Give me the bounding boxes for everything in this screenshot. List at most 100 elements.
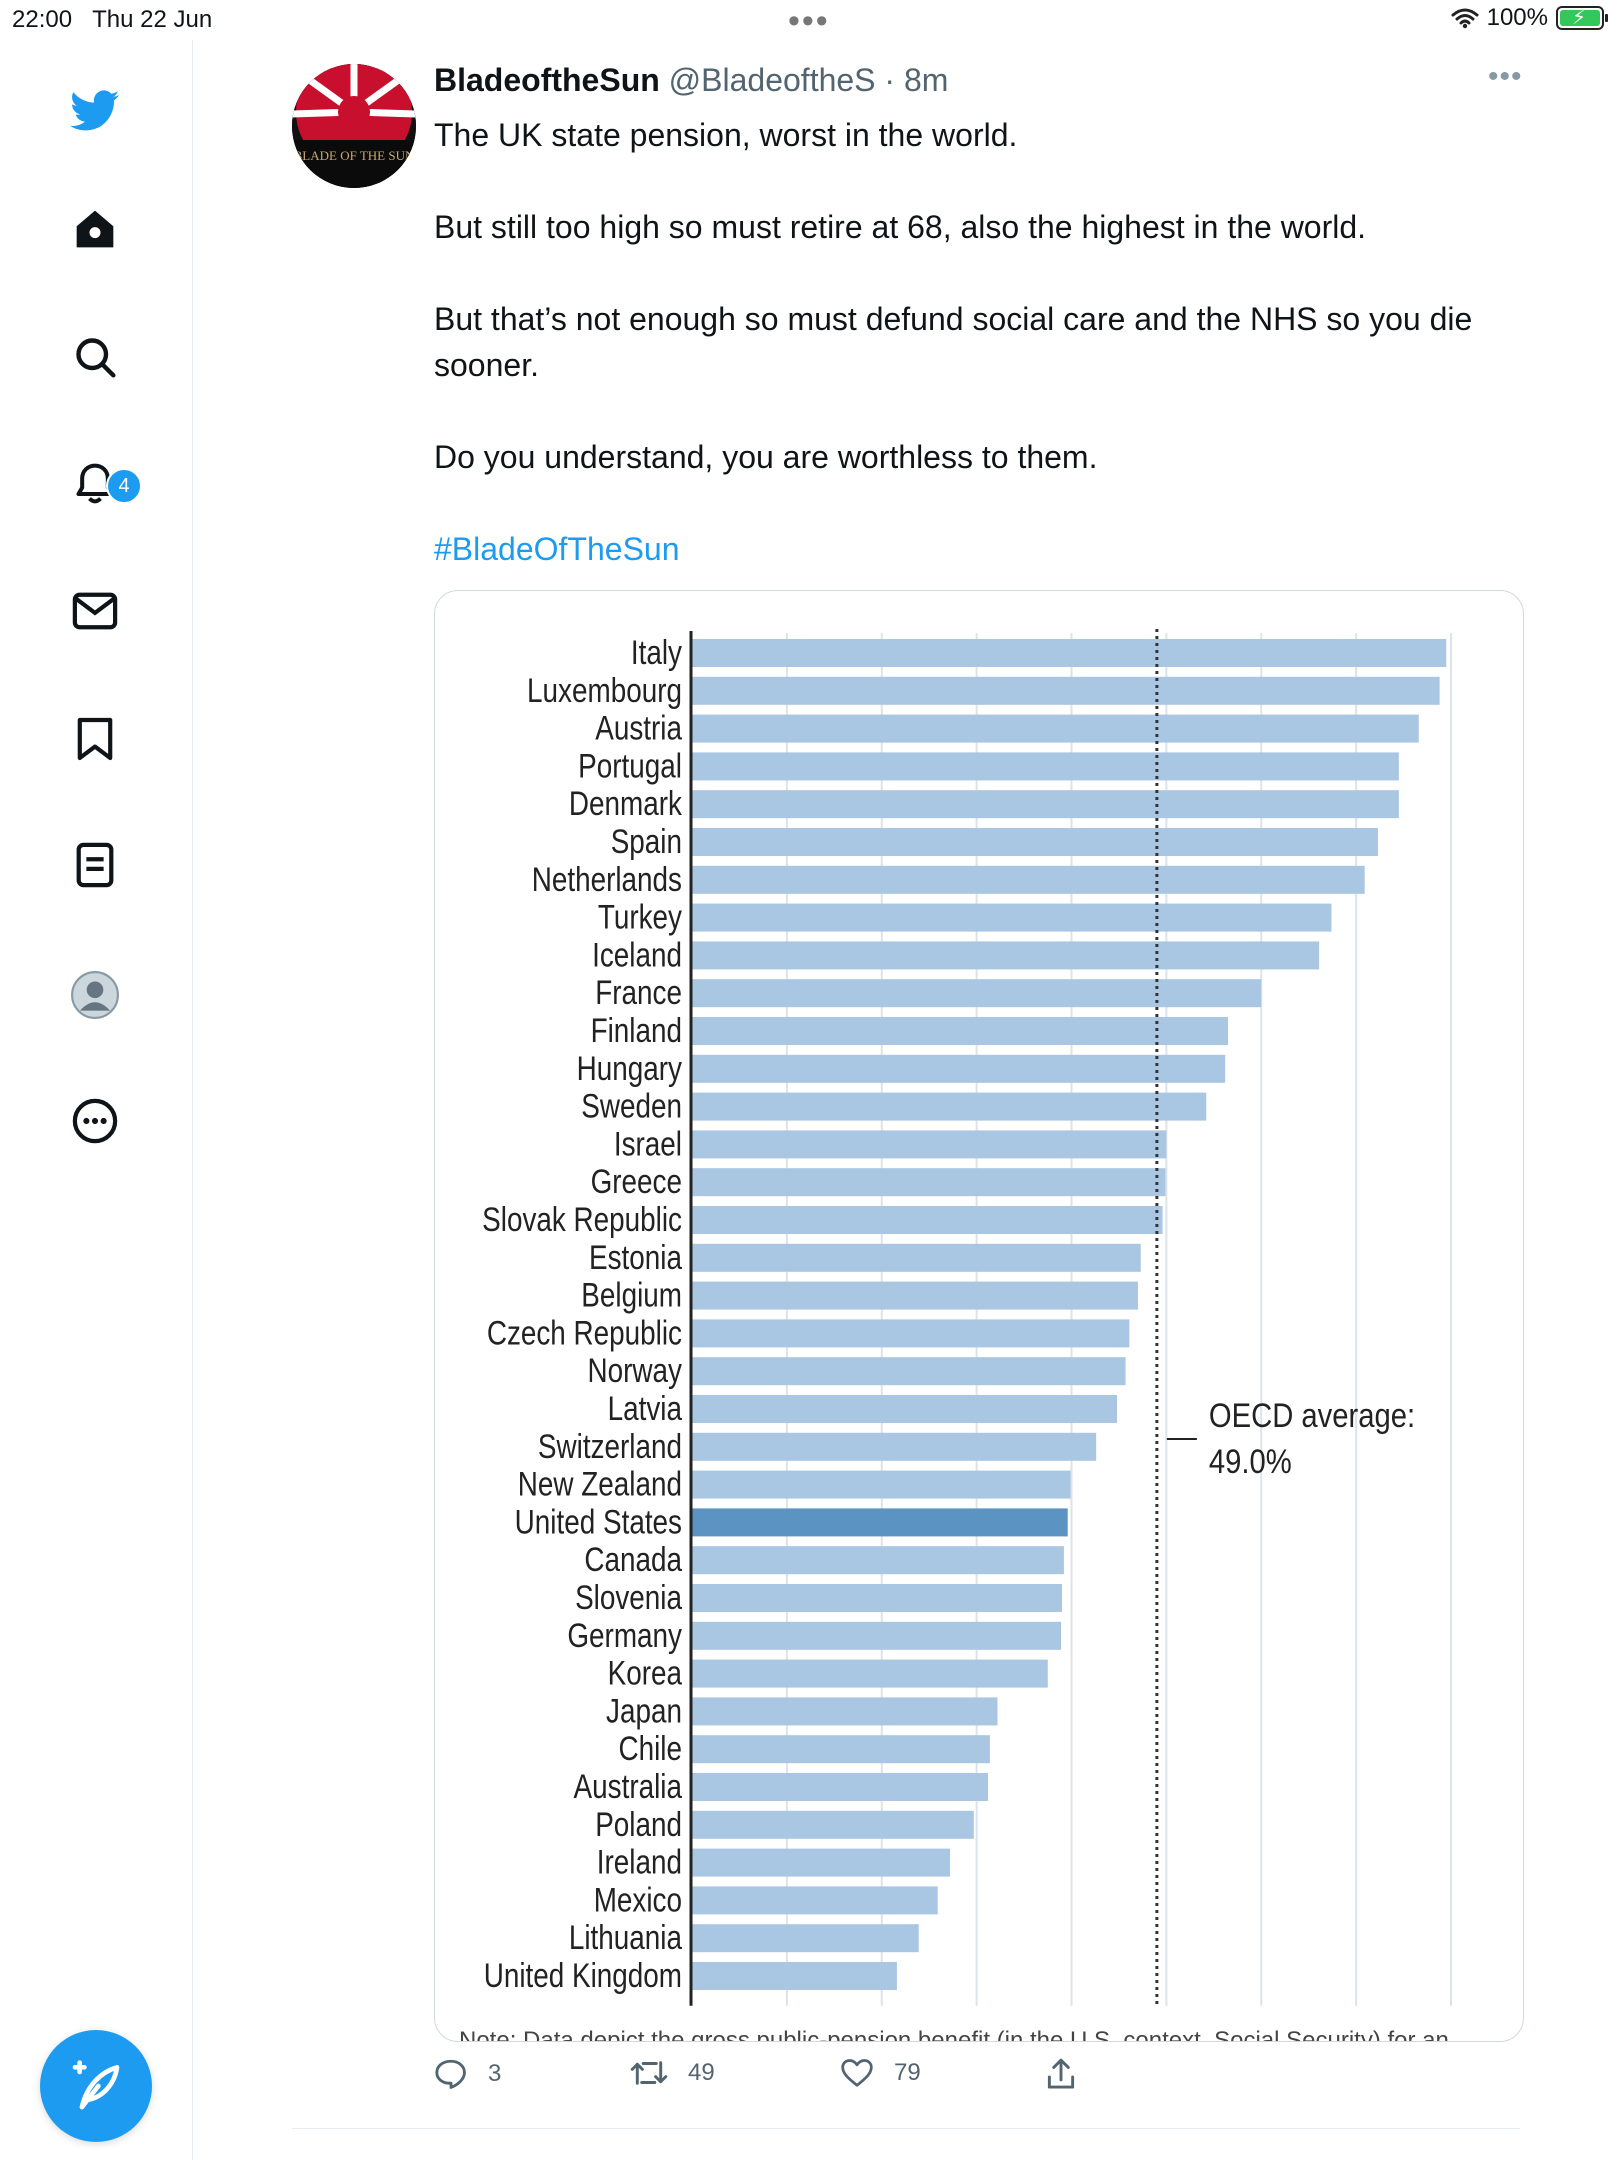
chart-bar (692, 1357, 1126, 1386)
avatar[interactable]: BLADE OF THE SUN (292, 64, 416, 188)
chart-bar (692, 1848, 951, 1877)
chart-bar (692, 1319, 1130, 1348)
share-icon (1047, 2058, 1075, 2089)
chart-bar (692, 1017, 1229, 1045)
chart-bar (692, 639, 1447, 667)
share-button[interactable] (1046, 2058, 1076, 2090)
notifications-icon[interactable] (70, 458, 120, 508)
category-label: Luxembourg (527, 671, 682, 709)
profile-icon[interactable] (70, 970, 120, 1020)
chart-bar (692, 1130, 1167, 1159)
category-label: Slovenia (575, 1578, 683, 1616)
author-name[interactable]: BladeoftheSun (434, 62, 660, 98)
tweet-line: Do you understand, you are worthless to … (434, 439, 1098, 475)
author-handle-time[interactable]: @BladeoftheS · 8m (668, 62, 949, 98)
chart-bar (692, 1168, 1166, 1197)
retweet-button[interactable]: 49 (630, 2058, 715, 2088)
category-label: France (595, 974, 682, 1012)
tweet-more-icon[interactable]: ••• (1488, 60, 1523, 93)
tweet-header: BladeoftheSun @BladeoftheS · 8m (434, 62, 948, 99)
retweet-icon (630, 2061, 668, 2085)
category-label: Israel (614, 1125, 682, 1163)
category-label: Korea (608, 1654, 683, 1692)
chart-bar (692, 1810, 974, 1839)
status-time: 22:00 Thu 22 Jun (12, 6, 213, 33)
category-label: Denmark (569, 785, 682, 823)
twitter-logo-icon[interactable] (70, 86, 120, 136)
category-label: Greece (591, 1163, 682, 1201)
retweet-count: 49 (688, 2059, 715, 2086)
category-label: Netherlands (532, 860, 682, 898)
category-label: Japan (606, 1692, 682, 1730)
category-label: Estonia (589, 1238, 683, 1276)
category-label: Czech Republic (487, 1314, 682, 1352)
tweet-line: But that’s not enough so must defund soc… (434, 301, 1473, 383)
category-label: Turkey (598, 898, 683, 936)
status-bar: 22:00 Thu 22 Jun ••• 100% ⚡ (0, 0, 1620, 40)
chart-bar (692, 903, 1332, 932)
category-label: Canada (584, 1541, 682, 1579)
chart-bar (692, 1773, 989, 1801)
chart-bar (692, 1206, 1163, 1234)
average-value-label: 49.0% (1209, 1442, 1292, 1481)
more-icon[interactable] (70, 1096, 120, 1146)
category-label: Chile (618, 1730, 682, 1768)
heart-icon (841, 2059, 873, 2087)
chart-bar (692, 1508, 1068, 1537)
chart-bar (692, 1054, 1226, 1083)
category-label: Portugal (578, 747, 682, 785)
chart-bar (692, 1281, 1138, 1310)
tweet-line: But still too high so must retire at 68,… (434, 209, 1367, 245)
reply-button[interactable]: 3 (434, 2058, 501, 2090)
chart-bar (692, 1924, 919, 1953)
chart-note: Note: Data depict the gross public-pensi… (459, 2027, 1449, 2042)
category-label: United Kingdom (484, 1956, 682, 1994)
lists-icon[interactable] (70, 840, 120, 890)
chart-bar (692, 1092, 1207, 1121)
battery-percent: 100% (1486, 4, 1548, 31)
like-count: 79 (894, 2059, 921, 2086)
home-icon[interactable] (70, 204, 120, 254)
chart-bar (692, 1432, 1097, 1461)
chart-bar (692, 714, 1419, 743)
chart-bar (692, 865, 1365, 894)
category-label: Mexico (594, 1881, 682, 1919)
battery-charging-icon: ⚡ (1556, 6, 1608, 30)
compose-feather-icon (72, 2060, 120, 2110)
category-label: Sweden (581, 1087, 682, 1125)
reply-icon (435, 2059, 466, 2089)
bookmarks-icon[interactable] (70, 714, 120, 764)
category-label: Germany (567, 1616, 682, 1654)
category-label: Poland (595, 1805, 682, 1843)
tweet-line: The UK state pension, worst in the world… (434, 117, 1018, 153)
category-label: Lithuania (569, 1919, 683, 1957)
category-label: Finland (591, 1011, 682, 1049)
category-label: Norway (588, 1352, 683, 1390)
chart-bar (692, 1584, 1063, 1612)
messages-icon[interactable] (70, 586, 120, 636)
compose-button[interactable] (40, 2030, 152, 2142)
category-label: Hungary (577, 1049, 683, 1087)
category-label: Switzerland (538, 1427, 682, 1465)
reply-count: 3 (488, 2060, 502, 2087)
bar-chart: ItalyLuxembourgAustriaPortugalDenmarkSpa… (482, 629, 1452, 2006)
chart-image-card[interactable]: Italy Luxembourg Austria Portugal Denmark Spa… (434, 590, 1524, 2042)
chart-bar (692, 1735, 990, 1764)
chart-bar (692, 790, 1399, 819)
category-label: Belgium (581, 1276, 682, 1314)
category-label: Iceland (592, 936, 682, 974)
search-icon[interactable] (70, 332, 120, 382)
category-label: Ireland (597, 1843, 682, 1881)
sidebar: 4 (0, 40, 193, 2160)
chart-bar (692, 1395, 1118, 1423)
like-button[interactable]: 79 (840, 2058, 921, 2088)
hashtag-link[interactable]: #BladeOfTheSun (434, 531, 680, 567)
chart-bar (692, 1621, 1062, 1650)
chart-bar (692, 941, 1320, 970)
category-label: United States (515, 1503, 682, 1541)
category-label: Slovak Republic (482, 1200, 682, 1238)
category-label: New Zealand (518, 1465, 682, 1503)
category-label: Austria (595, 709, 682, 747)
multitasking-dots-icon[interactable]: ••• (788, 2, 830, 40)
category-label: Latvia (608, 1389, 683, 1427)
